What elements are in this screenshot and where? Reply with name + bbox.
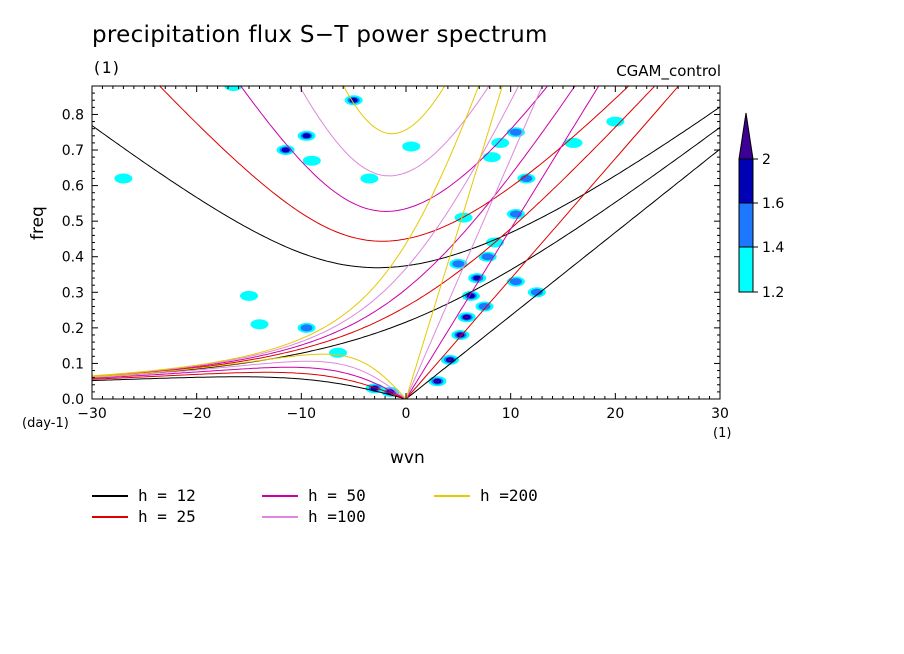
legend-label: h = 25 bbox=[138, 507, 196, 526]
y-tick-label: 0.0 bbox=[62, 392, 84, 408]
colorbar-label: 1.4 bbox=[762, 240, 784, 256]
signal-blob bbox=[349, 97, 358, 103]
colorbar-segment bbox=[738, 158, 754, 204]
colorbar-label: 1.6 bbox=[762, 196, 784, 212]
x-tick-label: 30 bbox=[711, 406, 729, 422]
y-tick-label: 0.8 bbox=[62, 107, 84, 123]
legend-swatch bbox=[262, 495, 298, 497]
dispersion-curve bbox=[405, 86, 600, 399]
signal-blob bbox=[302, 133, 311, 139]
y-tick-label: 0.4 bbox=[62, 250, 84, 266]
signal-blob bbox=[224, 86, 243, 91]
legend-label: h = 50 bbox=[308, 486, 366, 505]
x-tick-label: 20 bbox=[606, 406, 624, 422]
signal-blob bbox=[464, 315, 470, 319]
legend-label: h = 12 bbox=[138, 486, 196, 505]
signal-blob bbox=[360, 173, 379, 184]
dispersion-curve bbox=[92, 360, 407, 399]
signal-blob bbox=[240, 290, 258, 301]
y-tick-label: 0.5 bbox=[62, 214, 84, 230]
dispersion-curve bbox=[92, 86, 656, 378]
legend-label: h =200 bbox=[480, 486, 538, 505]
signal-blob bbox=[509, 278, 522, 286]
colorbar-label: 2 bbox=[762, 152, 771, 168]
signal-blob bbox=[300, 324, 313, 332]
signal-blob bbox=[520, 174, 533, 182]
signal-blob bbox=[452, 260, 465, 268]
dispersion-curve bbox=[92, 86, 576, 377]
y-tick-label: 0.6 bbox=[62, 179, 84, 195]
units-label: (1) bbox=[92, 58, 121, 77]
dispersion-curve bbox=[158, 86, 630, 242]
dispersion-curve bbox=[92, 366, 407, 399]
legend-swatch bbox=[262, 516, 298, 518]
plot-frame bbox=[91, 85, 721, 400]
dispersion-curve bbox=[92, 106, 720, 269]
x-tick-label: −20 bbox=[182, 406, 212, 422]
signal-blob bbox=[530, 288, 543, 296]
signal-blob bbox=[606, 116, 625, 127]
dispersion-curve bbox=[405, 86, 503, 399]
x-tick-label: −30 bbox=[77, 406, 107, 422]
x-axis-label: wvn bbox=[390, 448, 425, 468]
signal-blob bbox=[402, 141, 421, 152]
legend-swatch bbox=[434, 495, 470, 497]
chart-title: precipitation flux S−T power spectrum bbox=[92, 22, 548, 48]
signal-blob bbox=[281, 147, 290, 153]
dispersion-curve bbox=[240, 86, 549, 212]
legend-swatch bbox=[92, 495, 128, 497]
legend-swatch bbox=[92, 516, 128, 518]
x-tick-label: −10 bbox=[287, 406, 317, 422]
dispersion-curve bbox=[92, 86, 480, 377]
dispersion-curve bbox=[405, 86, 543, 399]
x-tick-label: 0 bbox=[402, 406, 411, 422]
colorbar-label: 1.2 bbox=[762, 285, 784, 301]
dispersion-curve bbox=[298, 86, 490, 177]
x-unit-label: (1) bbox=[713, 426, 732, 441]
colorbar-extend bbox=[738, 112, 754, 160]
signal-blob bbox=[302, 155, 321, 166]
legend-label: h =100 bbox=[308, 507, 366, 526]
y-tick-label: 0.7 bbox=[62, 143, 84, 159]
signal-blob bbox=[481, 253, 494, 261]
signal-blob bbox=[114, 173, 133, 184]
signal-blob bbox=[250, 319, 269, 330]
x-tick-label: 10 bbox=[502, 406, 520, 422]
signal-blob bbox=[482, 152, 501, 163]
dispersion-curve bbox=[92, 353, 407, 399]
signal-blob bbox=[434, 379, 440, 383]
dispersion-curve bbox=[405, 148, 720, 399]
y-tick-label: 0.3 bbox=[62, 285, 84, 301]
dispersion-curve bbox=[343, 86, 446, 135]
plot-area bbox=[92, 86, 720, 399]
signal-blob bbox=[447, 358, 453, 362]
dispersion-curve bbox=[405, 86, 680, 399]
colorbar-segment bbox=[738, 246, 754, 293]
run-label: CGAM_control bbox=[616, 62, 721, 80]
y-unit-label: (day-1) bbox=[22, 416, 69, 431]
dispersion-curve bbox=[92, 86, 520, 377]
dispersion-curve bbox=[92, 126, 720, 378]
signal-blob bbox=[564, 137, 583, 148]
dispersion-curve bbox=[92, 371, 407, 399]
signal-blob bbox=[509, 128, 522, 136]
y-tick-label: 0.1 bbox=[62, 356, 84, 372]
colorbar-segment bbox=[738, 202, 754, 248]
y-tick-label: 0.2 bbox=[62, 321, 84, 337]
dispersion-curve bbox=[92, 376, 407, 399]
